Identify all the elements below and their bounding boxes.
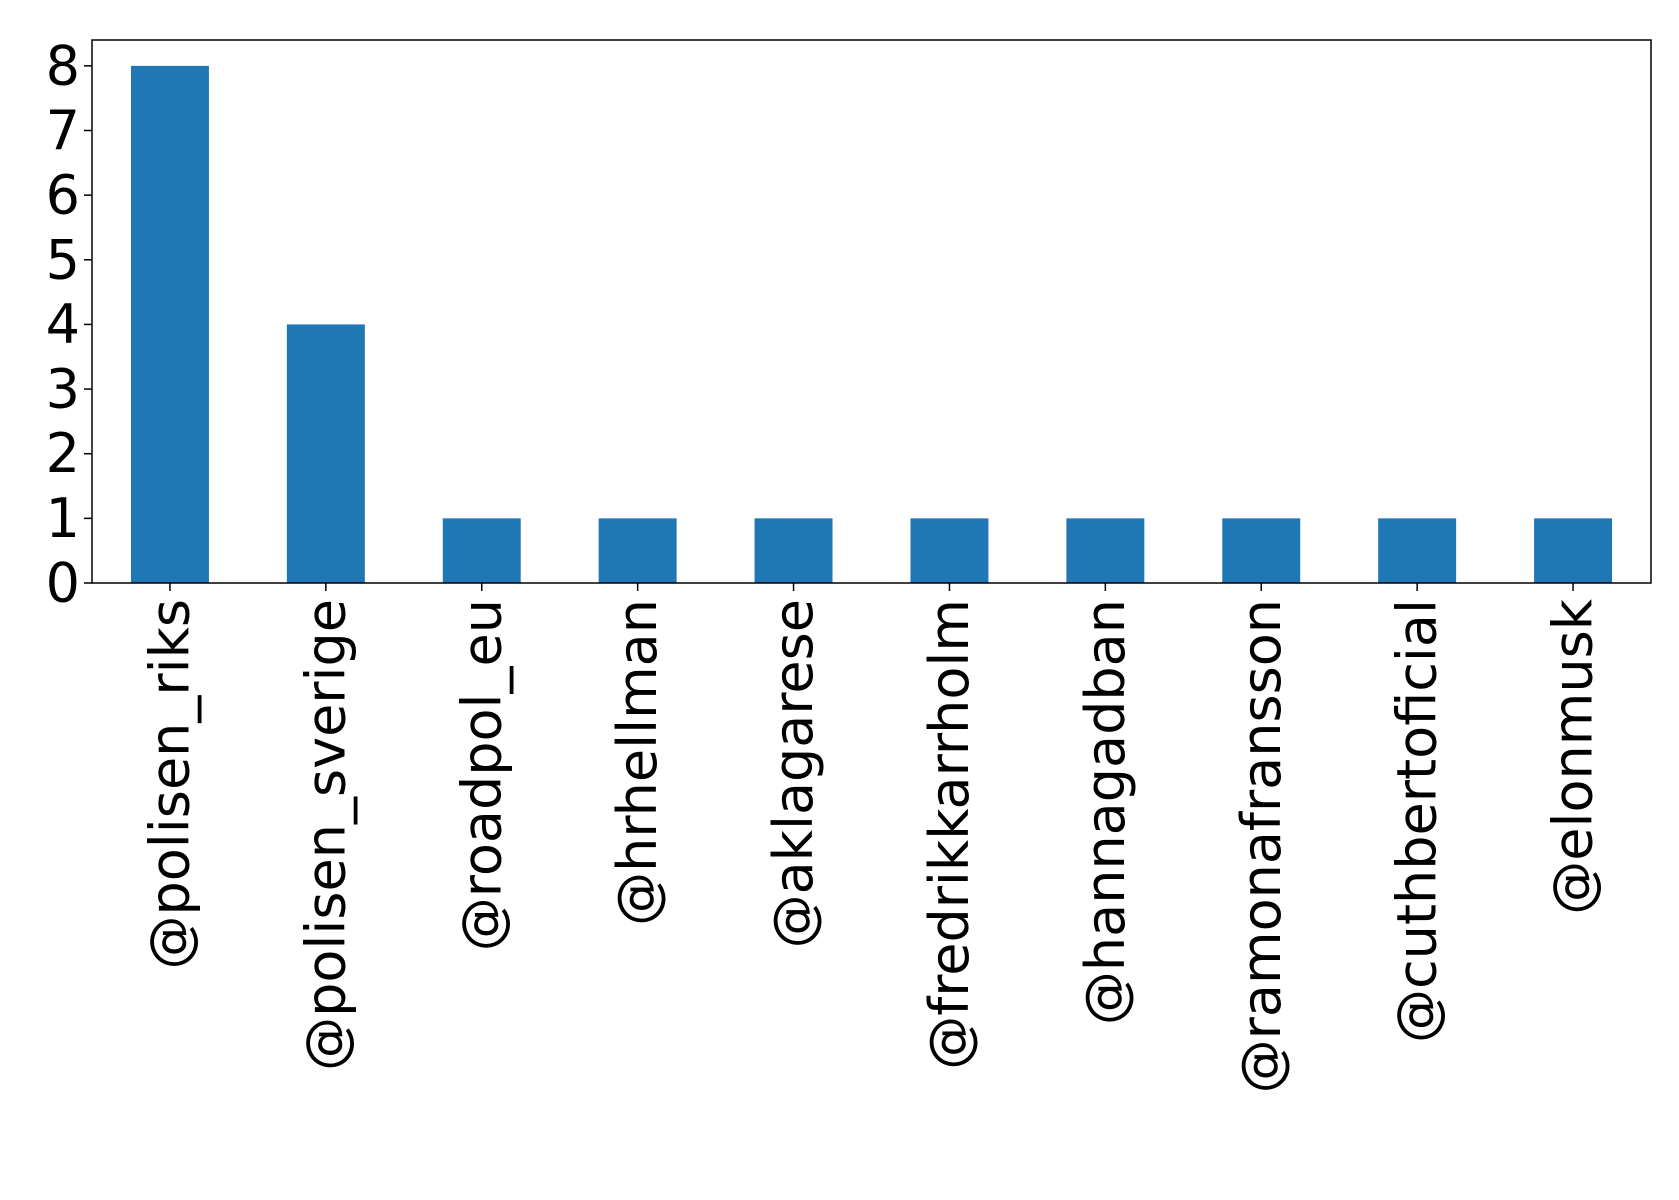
x-tick-label: @aklagarese <box>762 599 825 948</box>
x-tick-label: @roadpol_eu <box>450 599 513 951</box>
y-tick-label: 0 <box>46 552 80 615</box>
bar <box>442 518 521 583</box>
y-tick-label: 7 <box>46 99 80 162</box>
x-tick-label: @hannagadban <box>1074 599 1137 1025</box>
bar <box>130 65 209 584</box>
bar <box>910 518 989 583</box>
bar <box>754 518 833 583</box>
y-tick-label: 2 <box>46 422 80 485</box>
y-tick-label: 1 <box>46 487 80 550</box>
y-tick-label: 8 <box>46 34 80 97</box>
bar <box>1534 518 1613 583</box>
bar <box>286 324 365 583</box>
x-tick-label: @hrhellman <box>606 599 669 926</box>
bars-layer <box>130 65 1613 584</box>
y-tick-label: 6 <box>46 164 80 227</box>
x-tick-label: @cuthbertoficial <box>1386 599 1449 1043</box>
ticks-layer: @polisen_riks @polisen_sverige @roadpol_eu… <box>46 34 1605 1093</box>
x-tick-label: @ramonafransson <box>1230 599 1293 1093</box>
bar <box>1066 518 1145 583</box>
x-tick-label: @polisen_riks <box>138 599 201 970</box>
bar <box>598 518 677 583</box>
plot-frame <box>91 39 1652 584</box>
bar <box>1378 518 1457 583</box>
x-tick-label: @polisen_sverige <box>294 599 357 1071</box>
y-tick-label: 4 <box>46 293 80 356</box>
y-tick-label: 3 <box>46 358 80 421</box>
x-tick-label: @elonmusk <box>1542 598 1605 914</box>
y-tick-label: 5 <box>46 228 80 291</box>
bar <box>1222 518 1301 583</box>
x-tick-label: @fredrikkarrholm <box>918 599 981 1070</box>
